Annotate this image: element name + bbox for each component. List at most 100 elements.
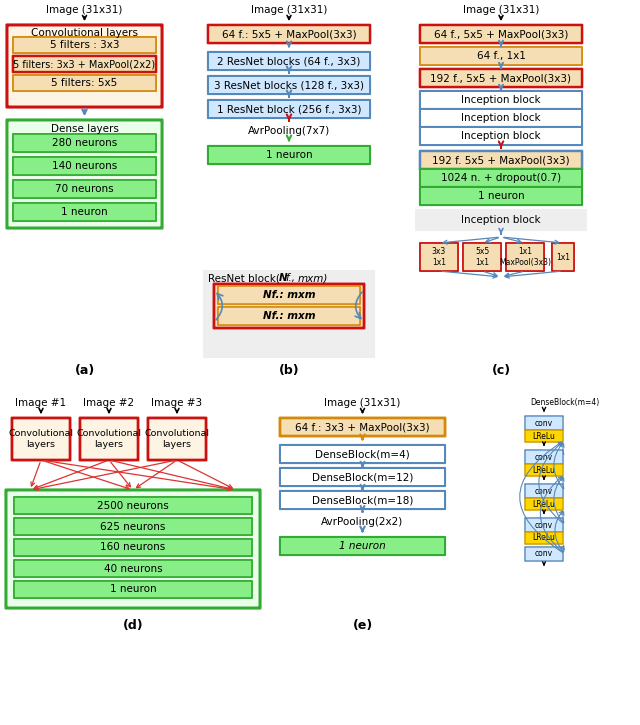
FancyBboxPatch shape [14,539,252,556]
Text: Convolutional layers: Convolutional layers [31,28,138,38]
FancyBboxPatch shape [552,243,574,271]
Text: 2500 neurons: 2500 neurons [97,500,169,510]
Text: 64 f.: 3x3 + MaxPool(3x3): 64 f.: 3x3 + MaxPool(3x3) [295,422,430,432]
Text: N: N [279,273,287,283]
Text: (c): (c) [492,363,511,376]
Text: Inception block: Inception block [461,113,541,123]
Text: conv: conv [535,486,553,495]
FancyBboxPatch shape [420,47,582,65]
Text: conv: conv [535,452,553,462]
FancyBboxPatch shape [280,445,445,463]
FancyBboxPatch shape [280,418,445,436]
FancyBboxPatch shape [148,418,206,460]
Text: 1 neuron: 1 neuron [109,584,156,594]
Text: conv: conv [535,550,553,558]
FancyBboxPatch shape [208,25,370,43]
FancyBboxPatch shape [415,209,587,231]
Text: Image #1: Image #1 [15,398,67,408]
Text: conv: conv [535,418,553,428]
Text: 64 f.: 5x5 + MaxPool(3x3): 64 f.: 5x5 + MaxPool(3x3) [221,29,356,39]
Text: DenseBlock(m=18): DenseBlock(m=18) [312,495,413,505]
Text: Convolutional
layers: Convolutional layers [145,429,209,449]
Text: Image (31x31): Image (31x31) [251,5,327,15]
Text: 1 neuron: 1 neuron [61,207,108,217]
FancyBboxPatch shape [14,581,252,598]
Text: 3 ResNet blocks (128 f., 3x3): 3 ResNet blocks (128 f., 3x3) [214,80,364,90]
FancyBboxPatch shape [80,418,138,460]
Text: (d): (d) [123,618,143,631]
FancyBboxPatch shape [420,25,582,43]
Text: 280 neurons: 280 neurons [52,138,117,148]
Text: Inception block: Inception block [461,131,541,141]
Text: 192 f., 5x5 + MaxPool(3x3): 192 f., 5x5 + MaxPool(3x3) [431,73,572,83]
FancyBboxPatch shape [280,468,445,486]
Text: conv: conv [535,521,553,529]
Text: 3x3
1x1: 3x3 1x1 [432,247,446,267]
FancyBboxPatch shape [12,418,70,460]
FancyBboxPatch shape [463,243,501,271]
Text: (e): (e) [353,618,372,631]
FancyBboxPatch shape [420,243,458,271]
Text: Image #2: Image #2 [83,398,134,408]
Text: Inception block: Inception block [461,215,541,225]
FancyBboxPatch shape [420,91,582,109]
FancyBboxPatch shape [13,56,156,72]
Text: (a): (a) [74,363,95,376]
Text: Convolutional
layers: Convolutional layers [8,429,74,449]
Text: mxm): mxm) [298,273,328,283]
FancyBboxPatch shape [280,491,445,509]
Text: Image (31x31): Image (31x31) [463,5,539,15]
Text: LReLu: LReLu [532,534,556,542]
Text: 625 neurons: 625 neurons [100,521,166,531]
Text: DenseBlock(m=4): DenseBlock(m=4) [531,397,600,407]
FancyBboxPatch shape [214,284,364,328]
Text: Dense layers: Dense layers [51,124,118,134]
FancyBboxPatch shape [525,416,563,430]
Text: 1 neuron: 1 neuron [266,150,312,160]
FancyBboxPatch shape [14,560,252,577]
FancyBboxPatch shape [280,537,445,555]
Text: 1x1: 1x1 [556,252,570,262]
Text: LReLu: LReLu [532,500,556,508]
FancyBboxPatch shape [506,243,544,271]
FancyBboxPatch shape [420,151,582,169]
Text: Nf.: mxm: Nf.: mxm [263,290,316,300]
Text: 1 neuron: 1 neuron [339,541,386,551]
Text: 5 filters: 5x5: 5 filters: 5x5 [51,78,118,88]
FancyBboxPatch shape [525,464,563,476]
Text: 1 ResNet block (256 f., 3x3): 1 ResNet block (256 f., 3x3) [217,104,361,114]
FancyBboxPatch shape [6,490,260,608]
FancyBboxPatch shape [7,120,162,228]
Text: AvrPooling(2x2): AvrPooling(2x2) [321,517,404,527]
Text: 64 f., 5x5 + MaxPool(3x3): 64 f., 5x5 + MaxPool(3x3) [434,29,568,39]
FancyBboxPatch shape [218,286,360,304]
Text: LReLu: LReLu [532,431,556,441]
FancyBboxPatch shape [208,76,370,94]
Text: ResNet block(: ResNet block( [208,273,280,283]
FancyBboxPatch shape [525,450,563,464]
FancyBboxPatch shape [525,518,563,532]
Text: 1024 n. + dropout(0.7): 1024 n. + dropout(0.7) [441,173,561,183]
Text: 64 f., 1x1: 64 f., 1x1 [477,51,525,61]
Text: 2 ResNet blocks (64 f., 3x3): 2 ResNet blocks (64 f., 3x3) [218,56,361,66]
FancyBboxPatch shape [525,430,563,442]
Text: f.,: f., [285,273,295,283]
Text: 5 filters: 3x3 + MaxPool(2x2): 5 filters: 3x3 + MaxPool(2x2) [13,59,156,69]
FancyBboxPatch shape [208,146,370,164]
FancyBboxPatch shape [13,157,156,175]
Text: Image (31x31): Image (31x31) [324,398,401,408]
FancyBboxPatch shape [208,100,370,118]
FancyBboxPatch shape [420,169,582,187]
FancyBboxPatch shape [525,547,563,561]
FancyBboxPatch shape [525,498,563,510]
FancyBboxPatch shape [525,532,563,544]
Text: LReLu: LReLu [532,465,556,474]
FancyBboxPatch shape [14,518,252,535]
FancyBboxPatch shape [7,25,162,107]
Text: Convolutional
layers: Convolutional layers [77,429,141,449]
Text: 192 f. 5x5 + MaxPool(3x3): 192 f. 5x5 + MaxPool(3x3) [432,155,570,165]
Text: 40 neurons: 40 neurons [104,563,163,573]
FancyBboxPatch shape [208,52,370,70]
Text: 5x5
1x1: 5x5 1x1 [475,247,489,267]
FancyBboxPatch shape [420,69,582,87]
